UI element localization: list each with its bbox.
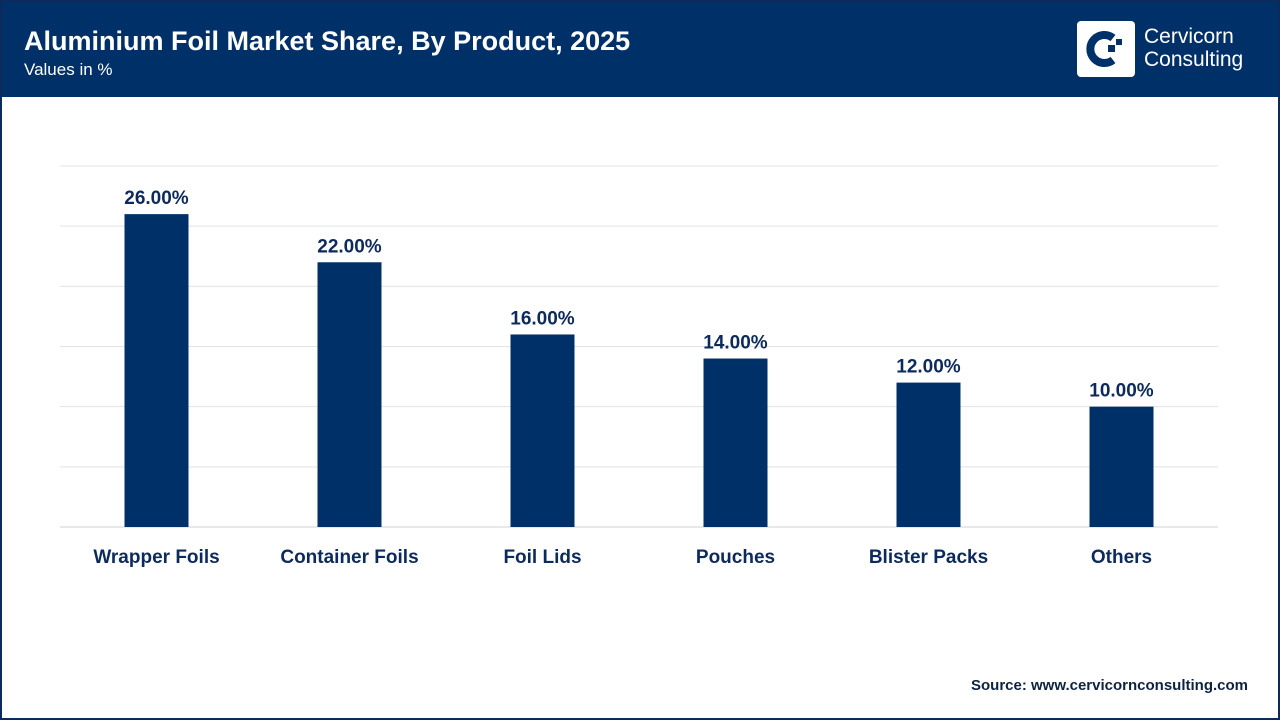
bar-5 [1089, 406, 1154, 527]
chart-title: Aluminium Foil Market Share, By Product,… [24, 26, 631, 56]
source-note: Source: www.cervicornconsulting.com [970, 677, 1248, 694]
logo-line2: Consulting [1144, 48, 1244, 71]
logo-line1: Cervicorn [1144, 25, 1234, 48]
logo-mark-icon [1077, 21, 1135, 77]
data-label: 16.00% [510, 308, 575, 329]
x-tick-label: Container Foils [280, 547, 418, 568]
chart-subtitle: Values in % [24, 60, 113, 79]
x-tick-label: Blister Packs [869, 547, 988, 568]
x-tick-label: Wrapper Foils [93, 547, 219, 568]
bar-1 [317, 262, 382, 527]
data-label: 22.00% [317, 236, 382, 257]
bar-3 [703, 358, 768, 527]
x-tick-label: Others [1091, 547, 1152, 568]
data-label: 12.00% [896, 357, 961, 378]
bar-4 [896, 382, 961, 527]
x-tick-label: Foil Lids [503, 547, 581, 568]
header-bar: Aluminium Foil Market Share, By Product,… [0, 0, 1280, 97]
x-tick-label: Pouches [696, 547, 775, 568]
bar-2 [510, 334, 575, 527]
logo-text: Cervicorn Consulting [1144, 25, 1243, 71]
bar-0 [124, 214, 189, 527]
data-label: 10.00% [1089, 381, 1154, 402]
data-label: 14.00% [703, 333, 768, 354]
data-label: 26.00% [124, 188, 189, 209]
